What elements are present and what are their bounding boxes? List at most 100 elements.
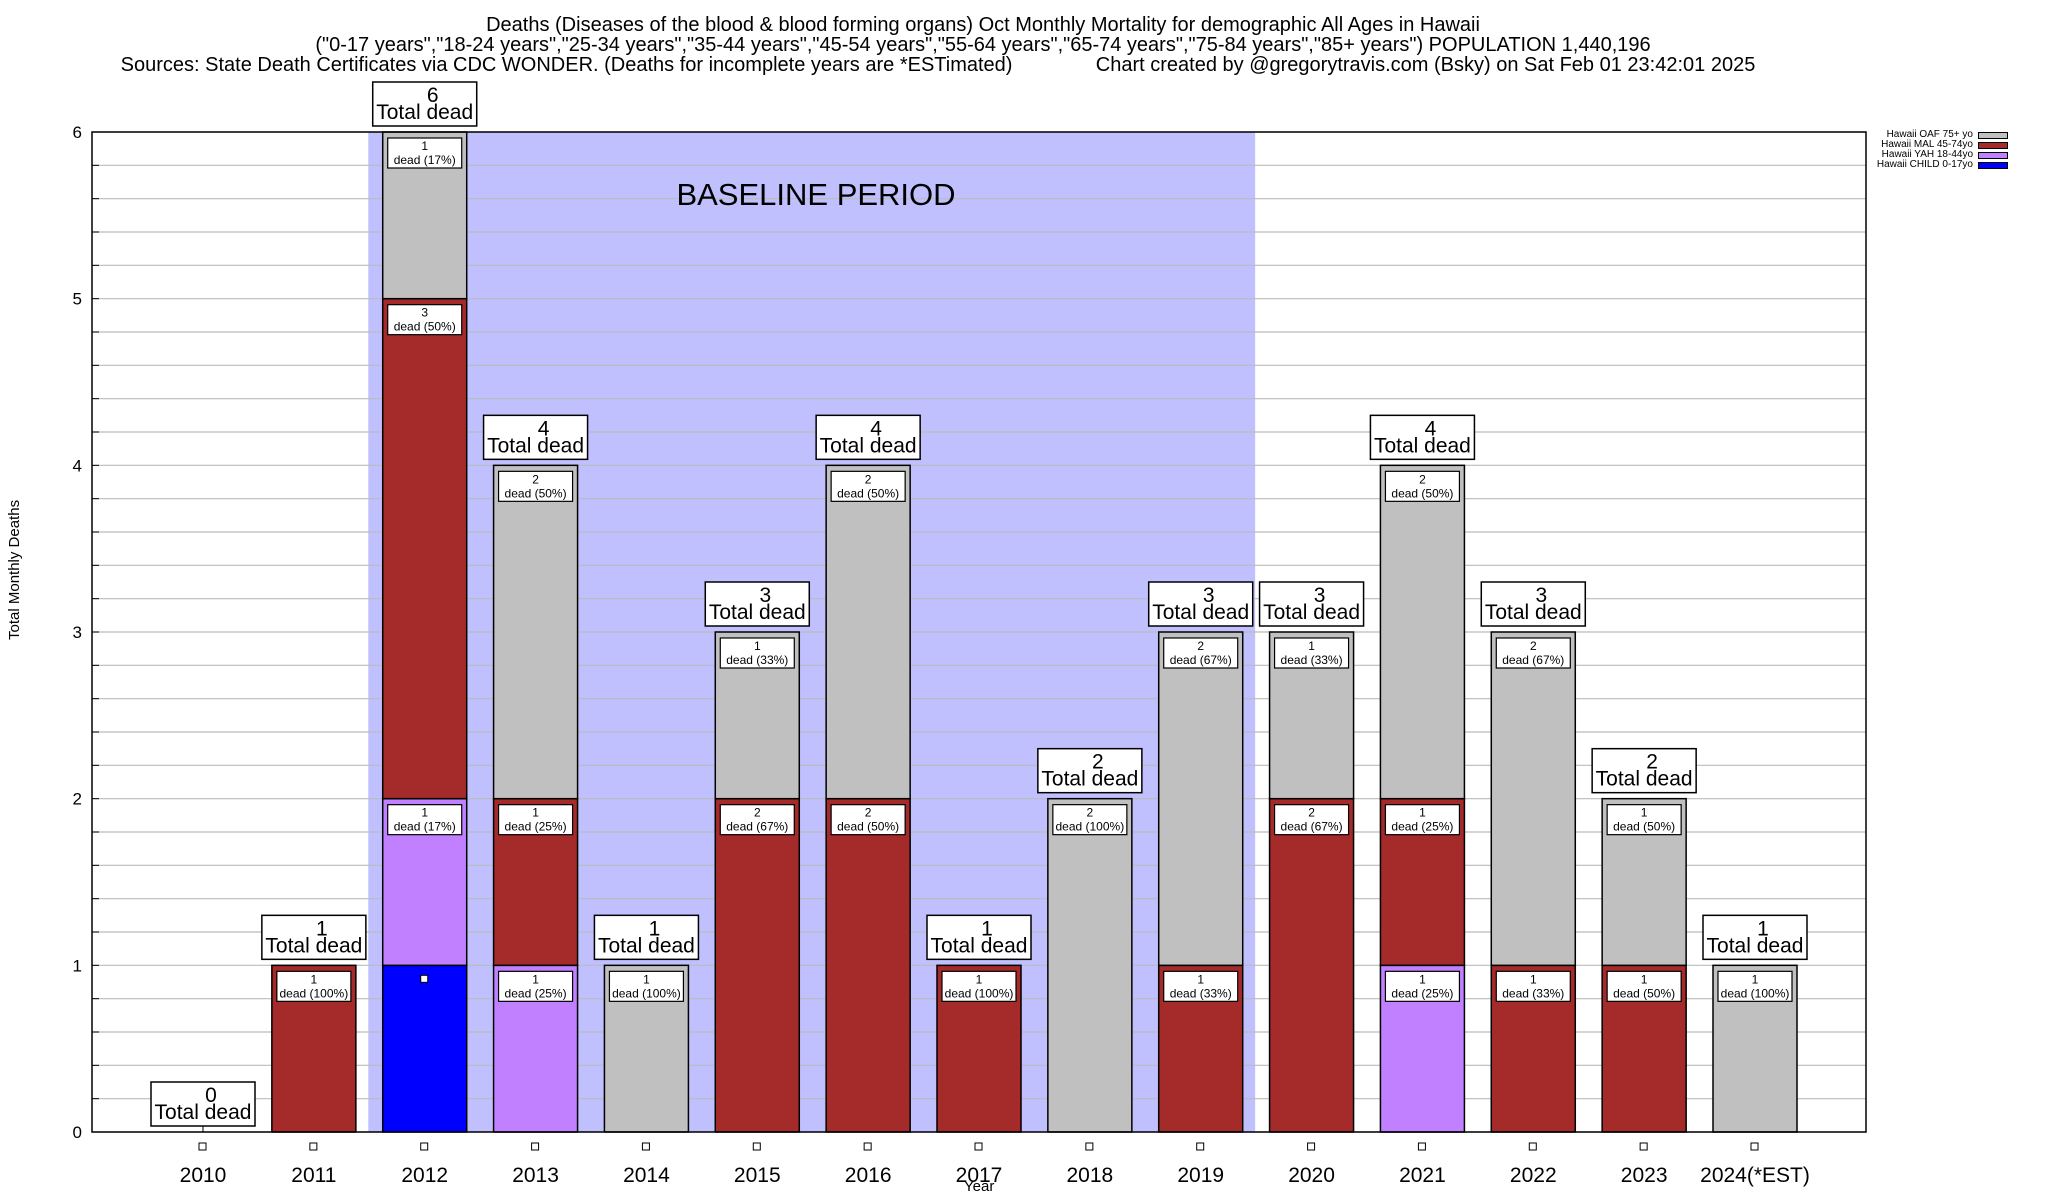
- segment-label-box: [1495, 637, 1571, 669]
- total-label-box: [371, 81, 478, 127]
- y-tick-label: 6: [73, 123, 82, 142]
- x-tick-label: 2019: [1177, 1164, 1224, 1187]
- segment-label-count: 1: [1308, 639, 1315, 653]
- total-label-text: Total dead: [820, 434, 917, 457]
- chart-source-credit: Sources: State Death Certificates via CD…: [120, 54, 1756, 76]
- legend: Hawaii OAF 75+ yo Hawaii MAL 45-74yo Haw…: [1877, 130, 2008, 170]
- y-tick-label: 0: [73, 1123, 82, 1142]
- chart-subtitle: ("0-17 years","18-24 years","25-34 years…: [315, 34, 1651, 56]
- y-tick-label: 3: [73, 623, 82, 642]
- total-label-box: [1369, 414, 1476, 461]
- bar-segment: [492, 464, 579, 800]
- segment-marker: [420, 974, 429, 983]
- x-tick-label: 2022: [1510, 1164, 1557, 1187]
- segment-label-percent: dead (67%): [1281, 820, 1343, 834]
- legend-label: Hawaii YAH 18-44yo: [1881, 149, 1973, 160]
- segment-label-percent: dead (33%): [1502, 986, 1564, 1000]
- segment-label-box: [830, 470, 906, 502]
- x-tick-label: 2016: [845, 1164, 892, 1187]
- legend-label: Hawaii CHILD 0-17yo: [1876, 159, 1973, 170]
- x-tick-label: 2014: [623, 1164, 670, 1187]
- x-tick-label: 2023: [1621, 1164, 1668, 1187]
- segment-label-percent: dead (100%): [1721, 986, 1790, 1000]
- x-tick-label: 2012: [401, 1164, 448, 1187]
- total-label-text: Total dead: [931, 934, 1028, 957]
- segment-label-box: [608, 970, 685, 1002]
- legend-swatch: [1978, 131, 2008, 139]
- total-label-box: [1037, 747, 1143, 794]
- total-label-count: 3: [1535, 584, 1547, 607]
- y-tick-label: 5: [73, 290, 82, 309]
- segment-label-percent: dead (17%): [394, 820, 456, 834]
- segment-label-box: [1052, 804, 1128, 836]
- total-label-text: Total dead: [1152, 601, 1249, 624]
- bar-segment: [825, 797, 911, 1133]
- total-label-box: [1702, 914, 1808, 961]
- chart-title: Deaths (Diseases of the blood & blood fo…: [486, 14, 1480, 36]
- x-tick-label: 2017: [956, 1164, 1003, 1187]
- segment-label-count: 1: [311, 972, 318, 986]
- legend-item: Hawaii YAH 18-44yo: [1877, 150, 2008, 160]
- segment-label-count: 1: [1419, 806, 1426, 820]
- total-label-count: 4: [538, 417, 550, 440]
- y-tick-label: 1: [73, 956, 82, 975]
- y-tick-label: 4: [73, 456, 82, 475]
- segment-label-box: [719, 804, 795, 836]
- total-label-count: 2: [1646, 751, 1658, 774]
- segment-label-percent: dead (100%): [1055, 820, 1124, 834]
- segment-label-percent: dead (33%): [726, 653, 788, 667]
- segment-label-count: 2: [865, 472, 872, 486]
- total-label-text: Total dead: [487, 434, 584, 457]
- total-label-box: [482, 414, 589, 461]
- segment-label-box: [1384, 804, 1461, 836]
- legend-label: Hawaii OAF 75+ yo: [1886, 129, 1973, 140]
- total-label-count: 1: [981, 917, 993, 940]
- segment-label-percent: dead (50%): [837, 486, 899, 500]
- x-tick-label: 2021: [1399, 1164, 1446, 1187]
- x-tick-marker: [1750, 1142, 1759, 1151]
- bar-segment: [1157, 631, 1244, 967]
- segment-label-percent: dead (50%): [505, 486, 567, 500]
- total-label-count: 1: [649, 917, 661, 940]
- total-label-box: [815, 414, 921, 461]
- segment-label-count: 1: [643, 972, 650, 986]
- x-tick-marker: [1639, 1142, 1648, 1151]
- total-label-text: Total dead: [1374, 434, 1471, 457]
- segment-label-box: [276, 970, 352, 1002]
- total-label-text: Total dead: [376, 101, 473, 124]
- total-label-count: 4: [870, 417, 882, 440]
- x-tick-marker: [309, 1142, 318, 1151]
- x-tick-label: 2024(*EST): [1700, 1164, 1810, 1187]
- segment-label-percent: dead (50%): [1391, 486, 1453, 500]
- segment-label-percent: dead (25%): [1391, 820, 1453, 834]
- legend-label: Hawaii MAL 45-74yo: [1881, 139, 1973, 150]
- total-label-box: [1258, 581, 1365, 627]
- total-label-box: [150, 1081, 256, 1127]
- total-label-box: [1147, 581, 1254, 627]
- bar-segment: [714, 797, 801, 1133]
- x-tick-marker: [420, 1142, 429, 1151]
- segment-label-count: 1: [976, 972, 983, 986]
- x-tick-label: 2013: [512, 1164, 559, 1187]
- total-label-box: [1480, 581, 1587, 627]
- total-label-text: Total dead: [1485, 601, 1582, 624]
- total-label-text: Total dead: [265, 934, 362, 957]
- total-label-count: 3: [759, 584, 771, 607]
- x-tick-marker: [1307, 1142, 1316, 1151]
- total-label-text: Total dead: [1263, 601, 1360, 624]
- segment-label-percent: dead (100%): [612, 986, 681, 1000]
- segment-label-percent: dead (25%): [505, 820, 567, 834]
- x-tick-marker: [863, 1142, 872, 1151]
- legend-swatch: [1978, 161, 2008, 169]
- bar-segment: [381, 964, 468, 1133]
- segment-label-box: [1384, 970, 1461, 1002]
- segment-label-count: 1: [532, 806, 539, 820]
- segment-label-count: 2: [1087, 806, 1094, 820]
- segment-label-box: [941, 970, 1017, 1002]
- segment-label-percent: dead (67%): [1170, 653, 1232, 667]
- segment-label-count: 2: [1419, 472, 1426, 486]
- baseline-period-label: BASELINE PERIOD: [676, 177, 955, 212]
- segment-label-percent: dead (67%): [1502, 653, 1564, 667]
- segment-label-count: 2: [1530, 639, 1537, 653]
